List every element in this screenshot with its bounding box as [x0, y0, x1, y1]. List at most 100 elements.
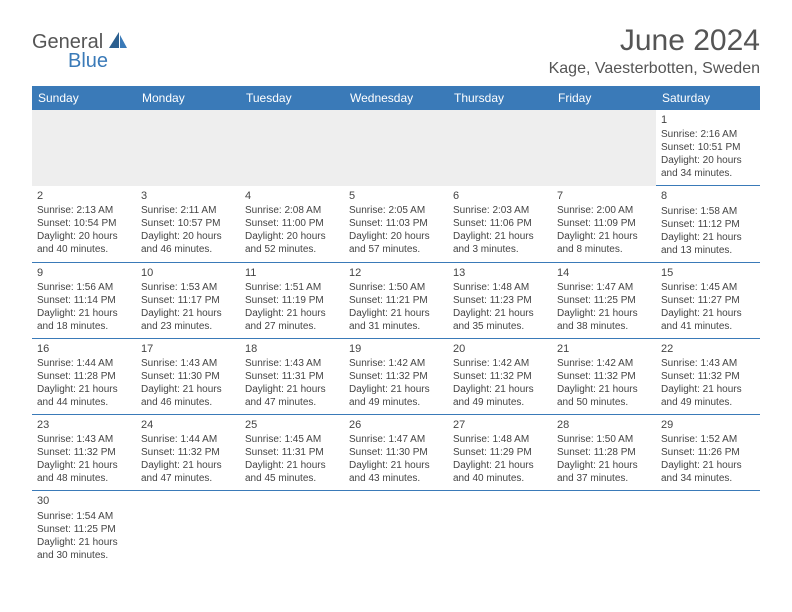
- weekday-header-row: Sunday Monday Tuesday Wednesday Thursday…: [32, 86, 760, 110]
- daylight-line: Daylight: 21 hours and 18 minutes.: [37, 307, 131, 333]
- page: General June 2024 Kage, Vaesterbotten, S…: [0, 0, 792, 591]
- sunset-line: Sunset: 11:19 PM: [245, 294, 339, 307]
- weekday-header: Sunday: [32, 86, 136, 110]
- day-number: 6: [453, 189, 547, 203]
- calendar-row: 30Sunrise: 1:54 AMSunset: 11:25 PMDaylig…: [32, 491, 760, 567]
- sunset-line: Sunset: 10:54 PM: [37, 217, 131, 230]
- calendar-cell: 22Sunrise: 1:43 AMSunset: 11:32 PMDaylig…: [656, 338, 760, 414]
- sunrise-line: Sunrise: 1:43 AM: [245, 357, 339, 370]
- calendar-table: Sunday Monday Tuesday Wednesday Thursday…: [32, 86, 760, 567]
- calendar-cell: 29Sunrise: 1:52 AMSunset: 11:26 PMDaylig…: [656, 415, 760, 491]
- daylight-line: Daylight: 21 hours and 8 minutes.: [557, 230, 651, 256]
- sunrise-line: Sunrise: 1:56 AM: [37, 281, 131, 294]
- calendar-cell: [136, 110, 240, 186]
- day-number: 17: [141, 342, 235, 356]
- calendar-cell: 30Sunrise: 1:54 AMSunset: 11:25 PMDaylig…: [32, 491, 136, 567]
- sunrise-line: Sunrise: 1:44 AM: [141, 433, 235, 446]
- daylight-line: Daylight: 21 hours and 40 minutes.: [453, 459, 547, 485]
- weekday-header: Friday: [552, 86, 656, 110]
- day-number: 1: [661, 113, 755, 127]
- daylight-line: Daylight: 21 hours and 38 minutes.: [557, 307, 651, 333]
- daylight-line: Daylight: 20 hours and 52 minutes.: [245, 230, 339, 256]
- calendar-cell: [240, 491, 344, 567]
- daylight-line: Daylight: 20 hours and 40 minutes.: [37, 230, 131, 256]
- sunset-line: Sunset: 11:28 PM: [37, 370, 131, 383]
- calendar-cell: 3Sunrise: 2:11 AMSunset: 10:57 PMDayligh…: [136, 186, 240, 262]
- sunrise-line: Sunrise: 1:45 AM: [661, 281, 755, 294]
- title-block: June 2024 Kage, Vaesterbotten, Sweden: [549, 24, 760, 78]
- sunset-line: Sunset: 11:09 PM: [557, 217, 651, 230]
- sunrise-line: Sunrise: 1:58 AM: [661, 205, 755, 218]
- day-number: 26: [349, 418, 443, 432]
- sunset-line: Sunset: 11:21 PM: [349, 294, 443, 307]
- daylight-line: Daylight: 21 hours and 46 minutes.: [141, 383, 235, 409]
- daylight-line: Daylight: 20 hours and 34 minutes.: [661, 154, 755, 180]
- calendar-cell: 19Sunrise: 1:42 AMSunset: 11:32 PMDaylig…: [344, 338, 448, 414]
- sunrise-line: Sunrise: 1:43 AM: [37, 433, 131, 446]
- sunrise-line: Sunrise: 2:05 AM: [349, 204, 443, 217]
- calendar-cell: 23Sunrise: 1:43 AMSunset: 11:32 PMDaylig…: [32, 415, 136, 491]
- header: General June 2024 Kage, Vaesterbotten, S…: [32, 24, 760, 78]
- calendar-cell: 1Sunrise: 2:16 AMSunset: 10:51 PMDayligh…: [656, 110, 760, 186]
- calendar-row: 23Sunrise: 1:43 AMSunset: 11:32 PMDaylig…: [32, 415, 760, 491]
- sunrise-line: Sunrise: 1:43 AM: [661, 357, 755, 370]
- day-number: 19: [349, 342, 443, 356]
- calendar-cell: 27Sunrise: 1:48 AMSunset: 11:29 PMDaylig…: [448, 415, 552, 491]
- sunset-line: Sunset: 11:06 PM: [453, 217, 547, 230]
- calendar-cell: 13Sunrise: 1:48 AMSunset: 11:23 PMDaylig…: [448, 262, 552, 338]
- sunset-line: Sunset: 11:31 PM: [245, 370, 339, 383]
- daylight-line: Daylight: 21 hours and 3 minutes.: [453, 230, 547, 256]
- day-number: 22: [661, 342, 755, 356]
- day-number: 25: [245, 418, 339, 432]
- daylight-line: Daylight: 21 hours and 23 minutes.: [141, 307, 235, 333]
- day-number: 15: [661, 266, 755, 280]
- day-number: 27: [453, 418, 547, 432]
- sunset-line: Sunset: 11:32 PM: [141, 446, 235, 459]
- sunset-line: Sunset: 11:30 PM: [349, 446, 443, 459]
- calendar-cell: [344, 491, 448, 567]
- calendar-cell: 15Sunrise: 1:45 AMSunset: 11:27 PMDaylig…: [656, 262, 760, 338]
- day-number: 28: [557, 418, 651, 432]
- calendar-cell: 20Sunrise: 1:42 AMSunset: 11:32 PMDaylig…: [448, 338, 552, 414]
- calendar-cell: [136, 491, 240, 567]
- sunset-line: Sunset: 10:57 PM: [141, 217, 235, 230]
- day-number: 29: [661, 418, 755, 432]
- calendar-row: 16Sunrise: 1:44 AMSunset: 11:28 PMDaylig…: [32, 338, 760, 414]
- daylight-line: Daylight: 20 hours and 57 minutes.: [349, 230, 443, 256]
- sunrise-line: Sunrise: 2:03 AM: [453, 204, 547, 217]
- calendar-cell: [240, 110, 344, 186]
- calendar-cell: [656, 491, 760, 567]
- daylight-line: Daylight: 21 hours and 30 minutes.: [37, 536, 131, 562]
- day-number: 18: [245, 342, 339, 356]
- sunrise-line: Sunrise: 1:51 AM: [245, 281, 339, 294]
- calendar-cell: 18Sunrise: 1:43 AMSunset: 11:31 PMDaylig…: [240, 338, 344, 414]
- sunset-line: Sunset: 11:25 PM: [37, 523, 131, 536]
- sunset-line: Sunset: 10:51 PM: [661, 141, 755, 154]
- sail-icon: [107, 30, 129, 55]
- weekday-header: Monday: [136, 86, 240, 110]
- daylight-line: Daylight: 21 hours and 49 minutes.: [661, 383, 755, 409]
- calendar-cell: [32, 110, 136, 186]
- sunset-line: Sunset: 11:03 PM: [349, 217, 443, 230]
- calendar-cell: 12Sunrise: 1:50 AMSunset: 11:21 PMDaylig…: [344, 262, 448, 338]
- calendar-cell: 26Sunrise: 1:47 AMSunset: 11:30 PMDaylig…: [344, 415, 448, 491]
- calendar-cell: 16Sunrise: 1:44 AMSunset: 11:28 PMDaylig…: [32, 338, 136, 414]
- daylight-line: Daylight: 21 hours and 47 minutes.: [141, 459, 235, 485]
- calendar-cell: 14Sunrise: 1:47 AMSunset: 11:25 PMDaylig…: [552, 262, 656, 338]
- calendar-cell: 5Sunrise: 2:05 AMSunset: 11:03 PMDayligh…: [344, 186, 448, 262]
- sunrise-line: Sunrise: 1:48 AM: [453, 433, 547, 446]
- sunrise-line: Sunrise: 2:13 AM: [37, 204, 131, 217]
- day-number: 2: [37, 189, 131, 203]
- sunrise-line: Sunrise: 1:47 AM: [349, 433, 443, 446]
- sunset-line: Sunset: 11:29 PM: [453, 446, 547, 459]
- day-number: 16: [37, 342, 131, 356]
- sunset-line: Sunset: 11:25 PM: [557, 294, 651, 307]
- sunrise-line: Sunrise: 1:48 AM: [453, 281, 547, 294]
- sunrise-line: Sunrise: 1:42 AM: [453, 357, 547, 370]
- sunset-line: Sunset: 11:30 PM: [141, 370, 235, 383]
- sunrise-line: Sunrise: 1:54 AM: [37, 510, 131, 523]
- calendar-cell: [552, 491, 656, 567]
- daylight-line: Daylight: 21 hours and 31 minutes.: [349, 307, 443, 333]
- sunset-line: Sunset: 11:32 PM: [557, 370, 651, 383]
- calendar-cell: 9Sunrise: 1:56 AMSunset: 11:14 PMDayligh…: [32, 262, 136, 338]
